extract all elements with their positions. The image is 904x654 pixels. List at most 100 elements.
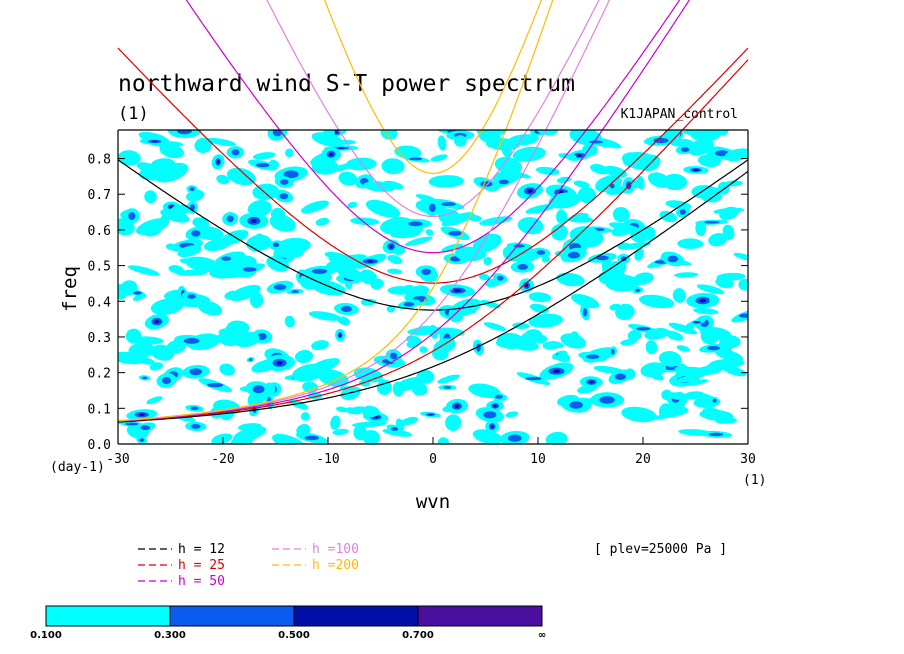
contour-patch-low <box>177 245 202 258</box>
contour-patch-low <box>445 414 462 431</box>
contour-patch-low <box>480 299 501 309</box>
contour-patch-low <box>476 130 499 137</box>
color-bar-segment <box>293 605 419 627</box>
contour-patch-high <box>552 369 561 374</box>
contour-patch-mid <box>610 349 615 355</box>
contour-patch-low <box>336 265 364 281</box>
contour-patch-mid <box>508 434 522 442</box>
contour-patch-high <box>329 152 333 156</box>
contour-patch-low <box>146 396 163 405</box>
contour-patch-mid <box>189 368 203 376</box>
contour-patch-low <box>350 217 380 226</box>
contour-patch-low <box>528 292 552 303</box>
contour-patch-low <box>272 433 306 444</box>
contour-patch-low <box>333 254 367 266</box>
contour-patch-low <box>569 331 580 344</box>
contour-patch-low <box>160 208 190 223</box>
contour-patch-low <box>454 135 467 147</box>
color-bar: 0.100 0.300 0.500 0.700 ∞ <box>30 605 546 641</box>
contour-patch-low <box>640 362 667 378</box>
contour-patch-low <box>690 130 721 142</box>
contour-patch-low <box>542 341 561 350</box>
contour-patch-low <box>573 180 590 188</box>
contour-patch-low <box>644 327 670 340</box>
x-axis-label: wvn <box>416 491 450 513</box>
contour-patch-high <box>337 147 345 149</box>
contour-patch-low <box>218 328 246 341</box>
contour-patch-low <box>621 152 646 168</box>
contour-patch-low <box>159 143 184 159</box>
contour-patch-low <box>136 162 159 174</box>
contour-patch-low <box>494 156 522 175</box>
contour-patch-low <box>708 233 728 247</box>
contour-patch-low <box>285 148 294 158</box>
dispersion-curve <box>117 0 554 422</box>
contour-patch-low <box>254 233 265 245</box>
contour-patch-low <box>219 363 235 376</box>
contour-patch-low <box>676 375 697 383</box>
contour-patch-low <box>130 336 164 345</box>
panel-label: (1) <box>118 104 149 124</box>
contour-patch-low <box>667 392 685 400</box>
contour-patch-low <box>383 180 404 190</box>
legend-label: h = 25 <box>178 558 225 573</box>
contour-patch-low <box>332 428 349 435</box>
contour-patch-low <box>300 200 330 214</box>
x-tick-label: 30 <box>740 452 756 467</box>
y-tick-label: 0.8 <box>88 153 111 168</box>
contour-patch-low <box>226 167 256 186</box>
contour-patch-low <box>365 199 401 218</box>
x-tick-label: -20 <box>211 452 234 467</box>
x-unit-label: (1) <box>743 473 766 488</box>
contour-patch-mid <box>191 230 201 237</box>
contour-patch-mid <box>536 250 546 255</box>
contour-patch-low <box>284 315 295 328</box>
chart-title: northward wind S-T power spectrum <box>118 71 575 97</box>
contour-patch-low <box>612 206 630 223</box>
contour-patch-low <box>545 431 568 444</box>
contour-patch-mid <box>739 313 748 318</box>
contour-patch-mid <box>421 268 432 275</box>
contour-patch-low <box>677 238 704 250</box>
contour-patch-low <box>370 278 384 290</box>
color-bar-label: 0.300 <box>154 630 186 641</box>
dispersion-curve <box>117 0 691 422</box>
contour-patch-high <box>525 283 529 288</box>
contour-patch-low <box>733 252 748 261</box>
contour-patch-low <box>636 175 645 190</box>
contour-patch-low <box>658 351 682 367</box>
contour-patch-low <box>722 224 735 241</box>
contour-patch-low <box>362 429 380 444</box>
contour-patch-low <box>696 284 725 295</box>
contour-patch-high <box>151 140 158 143</box>
contour-patch-low <box>590 164 610 175</box>
contour-patch-low <box>438 208 462 226</box>
contour-patch-low <box>454 246 485 262</box>
contour-patch-low <box>525 203 557 214</box>
contour-patch-low <box>317 369 349 388</box>
contour-patch-mid <box>291 290 299 293</box>
contour-patch-low <box>323 130 335 139</box>
contour-patch-high <box>216 159 220 164</box>
contour-patch-low <box>395 418 405 432</box>
dispersion-curve <box>324 0 542 175</box>
contour-patch-mid <box>226 215 234 223</box>
contour-patch-low <box>556 229 569 236</box>
contour-patch-low <box>360 298 377 306</box>
contour-patch-low <box>266 256 290 272</box>
contour-patch-low <box>269 214 296 232</box>
contour-patch-low <box>176 269 208 276</box>
contour-patch-mid <box>189 187 195 192</box>
dispersion-curve <box>117 59 749 423</box>
contour-patch-mid <box>187 294 196 299</box>
contour-patch-mid <box>274 284 287 290</box>
contour-patch-high <box>339 333 342 337</box>
x-tick-label: -10 <box>316 452 339 467</box>
contour-patch-mid <box>279 193 289 200</box>
contour-patch-mid <box>441 202 456 207</box>
contour-patch-low <box>620 338 638 346</box>
color-bar-label: 0.100 <box>30 630 62 641</box>
contour-patch-high <box>454 404 460 408</box>
contour-patch-low <box>347 201 358 209</box>
y-axis-label: freq <box>59 266 81 312</box>
